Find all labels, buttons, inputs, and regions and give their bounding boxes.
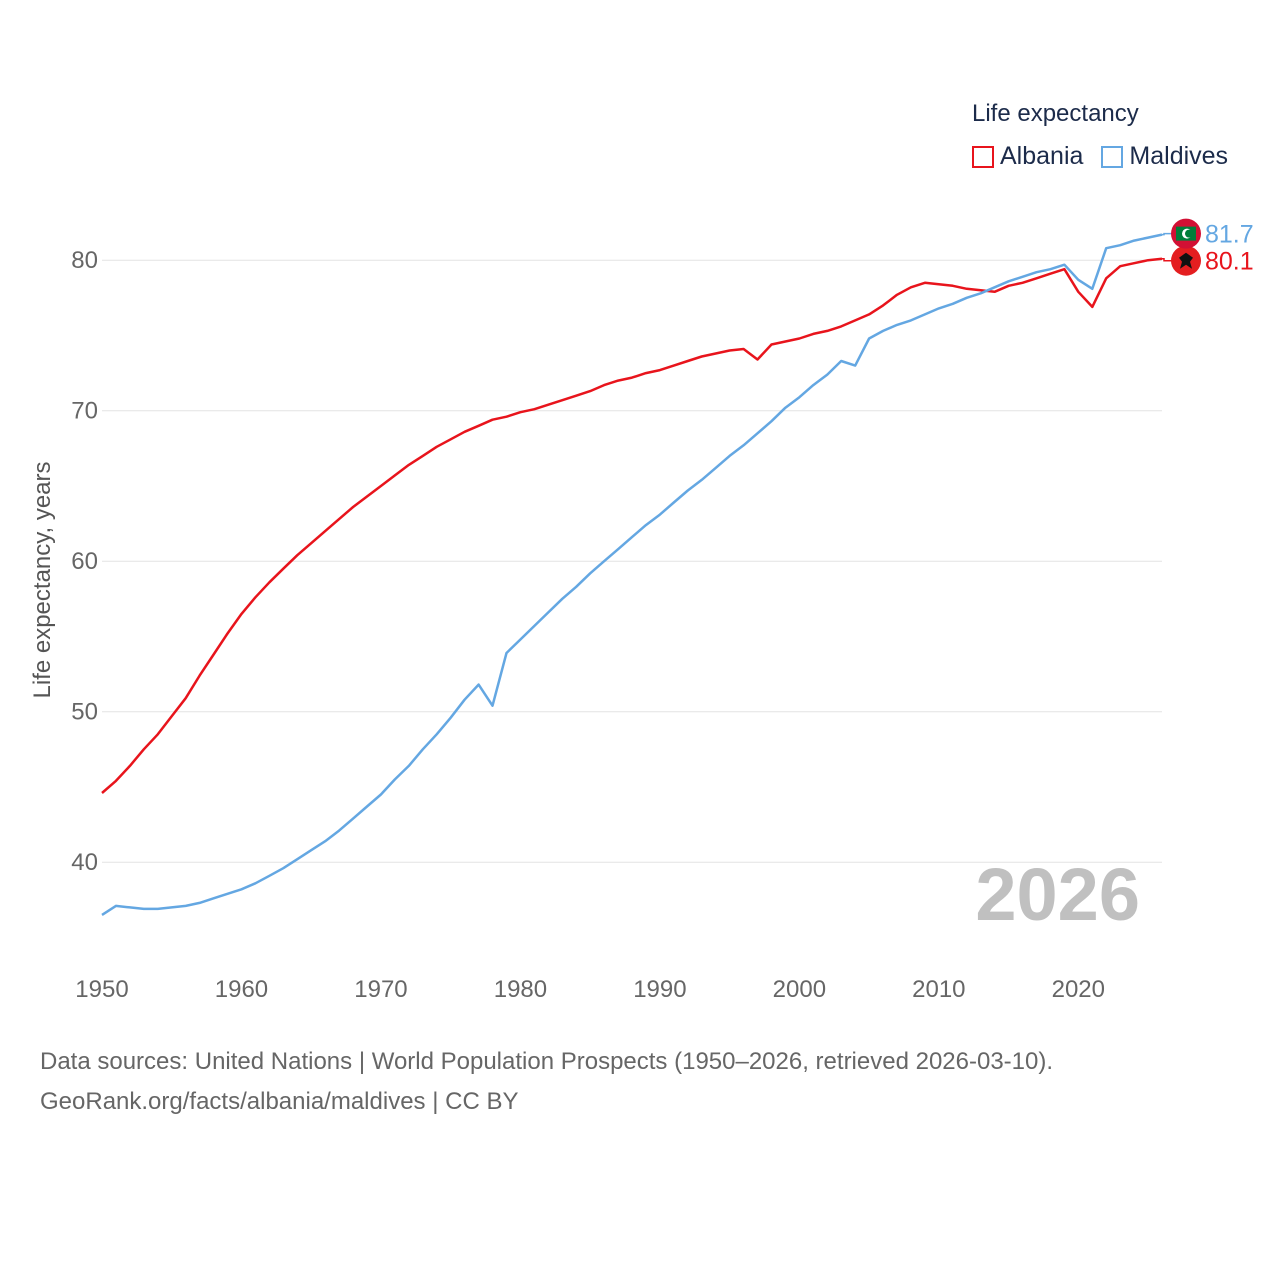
x-axis-ticks: 1950 1960 1970 1980 1990 2000 2010 2020 xyxy=(75,976,1105,1003)
source-line-2[interactable]: GeoRank.org/facts/albania/maldives | CC … xyxy=(40,1088,519,1115)
end-value-label-maldives: 81.7 xyxy=(1205,221,1254,249)
legend: Albania Maldives xyxy=(972,142,1246,171)
x-tick-label-2010: 2010 xyxy=(912,976,965,1003)
y-tick-label-60: 60 xyxy=(71,548,98,575)
x-tick-label-2000: 2000 xyxy=(773,976,826,1003)
year-watermark: 2026 xyxy=(975,853,1140,936)
gridlines xyxy=(102,259,1162,863)
source-line-1: Data sources: United Nations | World Pop… xyxy=(40,1048,1054,1075)
x-tick-label-2020: 2020 xyxy=(1052,976,1105,1003)
y-tick-label-50: 50 xyxy=(71,699,98,726)
end-connector-albania xyxy=(1162,257,1174,262)
y-axis-label: Life expectancy, years xyxy=(29,461,56,698)
albania-eagle-shape xyxy=(1179,252,1193,269)
source-note: Data sources: United Nations | World Pop… xyxy=(40,1042,1053,1122)
legend-swatch-maldives xyxy=(1101,145,1124,168)
legend-label-albania: Albania xyxy=(1000,142,1084,170)
legend-label-maldives: Maldives xyxy=(1129,142,1229,170)
x-tick-label-1990: 1990 xyxy=(633,976,686,1003)
x-tick-label-1980: 1980 xyxy=(494,976,547,1003)
series-line-albania xyxy=(101,257,1163,794)
y-tick-label-40: 40 xyxy=(71,849,98,876)
y-tick-label-70: 70 xyxy=(71,398,98,425)
x-tick-label-1970: 1970 xyxy=(354,976,407,1003)
end-connector-maldives xyxy=(1162,232,1174,236)
maldives-flag-icon xyxy=(1171,218,1201,249)
series-line-maldives xyxy=(101,233,1163,916)
x-tick-label-1950: 1950 xyxy=(75,976,128,1003)
x-tick-label-1960: 1960 xyxy=(215,976,268,1003)
y-axis-ticks: 40 50 60 70 80 xyxy=(71,247,98,876)
legend-title: Life expectancy xyxy=(972,100,1139,127)
series-lines xyxy=(101,233,1163,916)
y-tick-label-80: 80 xyxy=(71,247,98,274)
legend-swatch-albania xyxy=(972,145,994,168)
albania-flag-icon xyxy=(1171,245,1201,276)
legend-item-maldives[interactable]: Maldives xyxy=(1101,142,1228,171)
end-markers: 80.181.7 xyxy=(1162,218,1254,276)
maldives-crescent-inner xyxy=(1185,229,1193,238)
legend-item-albania[interactable]: Albania xyxy=(972,142,1083,171)
end-value-label-albania: 80.1 xyxy=(1205,248,1254,276)
